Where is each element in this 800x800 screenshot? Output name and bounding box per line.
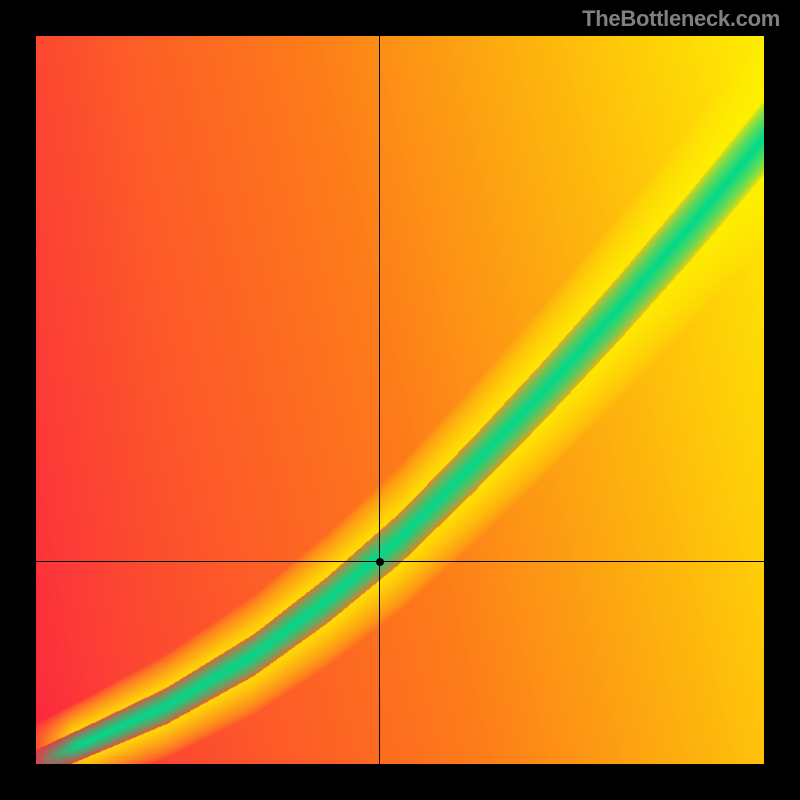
heatmap-canvas — [36, 36, 764, 764]
watermark-text: TheBottleneck.com — [582, 6, 780, 32]
crosshair-vertical — [379, 36, 380, 764]
chart-container: TheBottleneck.com — [0, 0, 800, 800]
crosshair-horizontal — [36, 561, 764, 562]
plot-area — [36, 36, 764, 764]
marker-dot — [376, 558, 384, 566]
